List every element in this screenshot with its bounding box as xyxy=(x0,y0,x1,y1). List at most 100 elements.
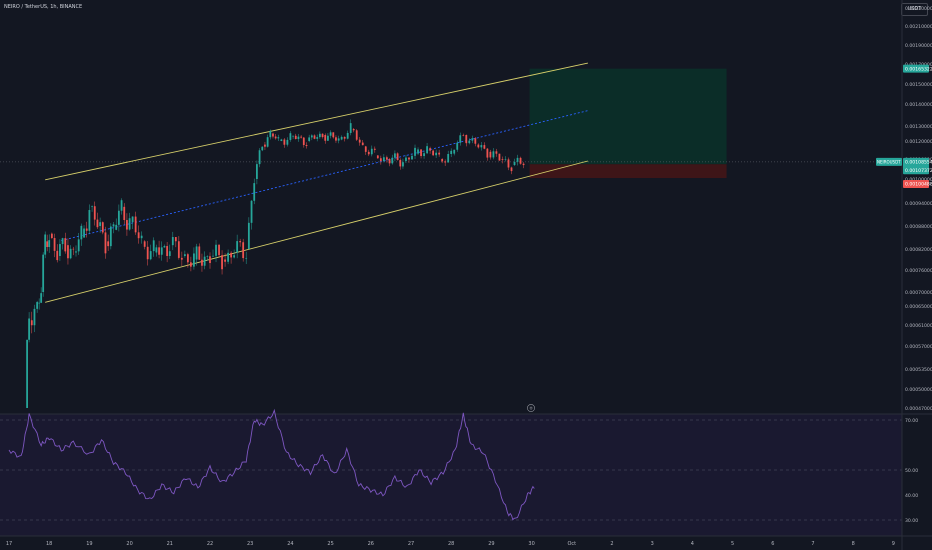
candle-body xyxy=(310,135,313,138)
candles xyxy=(26,119,525,408)
stop-tag: 0.00100488 xyxy=(905,182,932,188)
candle xyxy=(495,148,498,157)
candle-body xyxy=(391,157,394,164)
candle xyxy=(201,253,203,272)
candle-body xyxy=(266,137,269,147)
candle-body xyxy=(373,148,376,150)
candle-body xyxy=(346,132,349,139)
candle xyxy=(294,133,297,140)
candle-body xyxy=(253,183,256,201)
indicator-badge-icon: ⚙ xyxy=(529,406,533,411)
candle-body xyxy=(166,246,169,256)
candle-body xyxy=(453,149,456,154)
candle-body xyxy=(382,157,385,162)
candle xyxy=(104,226,107,259)
time-tick-label: 22 xyxy=(207,541,213,547)
candle xyxy=(483,142,486,150)
candle xyxy=(193,247,195,270)
target-price-tag: 0.00165322 xyxy=(905,66,932,72)
candle-body xyxy=(128,218,131,230)
candle xyxy=(166,242,169,263)
candle xyxy=(75,245,77,257)
candle xyxy=(227,249,229,265)
candle xyxy=(77,232,80,255)
candle-body xyxy=(152,240,155,252)
candle xyxy=(96,212,99,230)
candle-body xyxy=(492,151,495,158)
candle-body xyxy=(480,145,483,148)
time-axis[interactable]: 17 18 19 20 21 22 23 24 25 26 27 28 29 30 Oct 2 3 4 5 6 7 8 9 xyxy=(0,535,932,547)
candle-body xyxy=(149,251,152,260)
candle-body xyxy=(198,246,201,260)
time-tick-label: 8 xyxy=(852,541,855,547)
time-tick-label: 24 xyxy=(287,541,293,547)
time-tick-label: 19 xyxy=(86,541,92,547)
candle xyxy=(408,157,410,163)
candle-body xyxy=(221,255,223,270)
candle-body xyxy=(516,157,519,162)
price-tick-label: 0.00076000 xyxy=(905,268,932,274)
candle xyxy=(376,155,379,159)
candle xyxy=(459,132,462,146)
candle xyxy=(239,238,242,247)
candle-body xyxy=(242,242,245,259)
candle-body xyxy=(318,133,321,138)
candle xyxy=(300,134,303,139)
candle-body xyxy=(59,244,61,256)
candle-body xyxy=(343,136,346,139)
candle xyxy=(190,256,192,272)
candle xyxy=(324,133,327,144)
price-axis[interactable]: 0.002300000.002100000.001900000.00170000… xyxy=(901,0,932,550)
candle-body xyxy=(33,308,36,326)
candle-body xyxy=(444,161,447,163)
price-channel[interactable] xyxy=(45,62,588,303)
candle xyxy=(256,160,258,185)
candle xyxy=(44,231,47,259)
candle xyxy=(426,143,428,155)
candle-body xyxy=(168,251,171,256)
candle-body xyxy=(56,250,59,261)
candle-body xyxy=(193,253,195,267)
candle xyxy=(447,150,450,163)
indicator-badge[interactable] xyxy=(527,404,535,412)
candle xyxy=(313,134,316,140)
candle-body xyxy=(40,293,43,303)
candle-body xyxy=(420,149,422,157)
candle xyxy=(33,304,36,333)
candle-body xyxy=(355,130,358,140)
candle-body xyxy=(75,251,77,253)
candle xyxy=(215,239,217,263)
candle xyxy=(198,243,201,261)
candle xyxy=(358,137,361,146)
candle xyxy=(233,249,236,259)
candle xyxy=(361,140,364,146)
price-tick-label: 0.00065000 xyxy=(905,304,932,310)
time-tick-label: 7 xyxy=(811,541,814,547)
candle-body xyxy=(474,138,477,144)
candle-body xyxy=(171,237,174,246)
candle xyxy=(504,156,507,162)
time-tick-label: 5 xyxy=(731,541,734,547)
rsi-background xyxy=(0,414,902,536)
candle xyxy=(396,152,399,161)
candle-body xyxy=(408,157,410,160)
candle xyxy=(242,238,245,262)
candle xyxy=(420,149,422,159)
candle xyxy=(269,129,272,140)
candle-body xyxy=(337,138,340,141)
candle-body xyxy=(143,241,146,247)
candle xyxy=(264,141,266,150)
candle-body xyxy=(247,222,250,249)
candle-body xyxy=(367,151,370,155)
time-tick-label: 25 xyxy=(327,541,333,547)
candle xyxy=(429,146,431,154)
candle-body xyxy=(292,135,294,137)
price-tick-label: 0.00082000 xyxy=(905,247,932,253)
candle xyxy=(327,133,329,141)
candle-body xyxy=(272,133,274,137)
candle-body xyxy=(250,200,253,223)
candle xyxy=(462,133,465,137)
candle xyxy=(206,255,209,261)
candle xyxy=(432,149,435,157)
